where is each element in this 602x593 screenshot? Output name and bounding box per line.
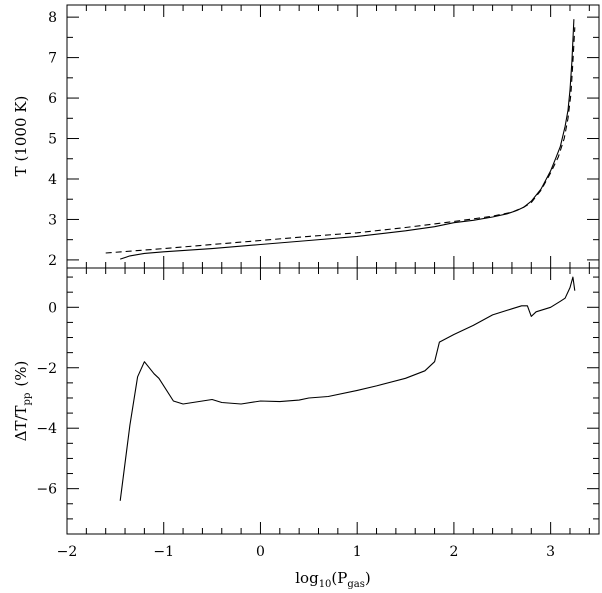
- top-series-solid-line: [120, 19, 575, 260]
- tick-labels-group: 2 3 4 5 6 7 8 −6 −4 −2 0 −2 −1 0 1 2 3: [36, 10, 555, 560]
- top-y-tick-label: 2: [48, 253, 57, 269]
- top-y-tick-label: 7: [48, 51, 57, 67]
- top-y-tick-label: 4: [48, 172, 57, 188]
- x-axis-label-open: (P: [331, 569, 347, 587]
- x-tick-label: 2: [449, 544, 458, 560]
- top-y-tick-label: 8: [48, 10, 57, 26]
- ticks-group: [66, 5, 599, 535]
- bottom-y-tick-label: −4: [36, 421, 57, 437]
- x-tick-label: 1: [353, 544, 362, 560]
- bottom-y-tick-label: 0: [48, 300, 57, 316]
- x-tick-label: −1: [153, 544, 174, 560]
- top-y-axis-label: T (1000 K): [12, 96, 30, 177]
- bottom-y-tick-label: −2: [36, 361, 57, 377]
- x-axis-label: log10(Pgas): [295, 569, 370, 590]
- x-axis-label-sub: 10: [319, 579, 332, 590]
- top-y-tick-label: 6: [48, 91, 57, 107]
- x-axis-label-close: ): [365, 569, 371, 587]
- bottom-y-axis-label-unit: (%): [12, 361, 30, 387]
- top-y-tick-label: 3: [48, 212, 57, 228]
- bottom-y-axis-label-sub: pp: [22, 393, 33, 406]
- series-group: [105, 19, 576, 501]
- bottom-panel-frame: [66, 267, 600, 535]
- top-y-tick-label: 5: [48, 132, 57, 148]
- x-tick-label: −2: [57, 544, 78, 560]
- bottom-y-tick-label: −6: [36, 482, 57, 498]
- x-axis-label-main: log: [295, 569, 319, 587]
- bottom-y-axis-label-main: ΔT/T: [12, 405, 30, 441]
- top-panel-frame: [66, 4, 600, 269]
- bottom-series-solid-line: [119, 276, 576, 501]
- bottom-y-axis-label: ΔT/Tpp (%): [12, 361, 33, 442]
- x-tick-label: 3: [546, 544, 555, 560]
- x-tick-label: 0: [256, 544, 265, 560]
- top-series-dashed-line: [105, 27, 576, 254]
- x-axis-label-sub2: gas: [347, 579, 365, 590]
